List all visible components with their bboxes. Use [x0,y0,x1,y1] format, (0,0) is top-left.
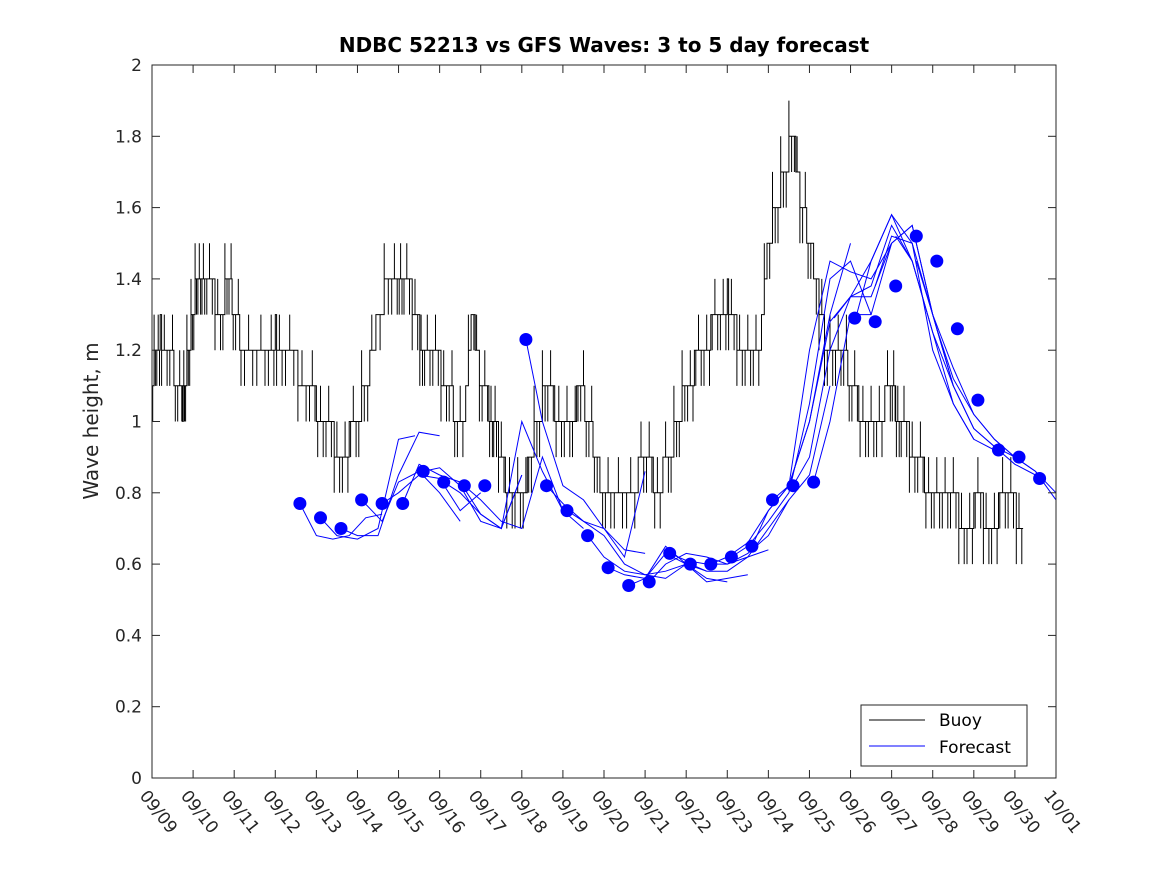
forecast-point [1012,450,1026,464]
forecast-line [546,485,646,554]
forecast-line [690,385,831,572]
forecast-point [930,254,944,268]
forecast-point [663,546,677,560]
y-axis: 0 0.2 0.4 0.6 0.8 1 1.2 1.4 1.6 1.8 2 [115,56,1056,789]
forecast-line [813,224,954,483]
y-tick-label: 1 [131,413,142,433]
legend-box [860,704,1028,767]
forecast-markers [293,229,1047,592]
buoy-series [152,100,1024,565]
y-tick-label: 0.8 [115,484,142,504]
y-tick-label: 2 [131,56,142,76]
forecast-point [683,557,697,571]
chart-title: NDBC 52213 vs GFS Waves: 3 to 5 day fore… [339,33,870,57]
forecast-point [786,479,800,493]
forecast-line [751,243,893,547]
forecast-line [607,545,728,583]
legend-forecast-label: Forecast [939,738,1011,758]
forecast-point [457,479,471,493]
forecast-point [416,464,430,478]
forecast-point [334,522,348,535]
forecast-line [833,213,975,440]
forecast-point [601,561,615,575]
forecast-point [396,497,410,510]
forecast-line [936,328,1057,501]
y-tick-label: 1.2 [115,341,142,361]
forecast-point [581,529,595,543]
forecast-point [848,311,862,325]
forecast-point [437,475,451,489]
y-tick-label: 0.2 [115,698,142,718]
y-tick-label: 1.4 [115,270,142,290]
forecast-point [766,493,779,507]
forecast-line [566,510,687,579]
forecast-point [478,479,492,493]
legend-buoy-label: Buoy [939,711,982,731]
forecast-point [909,229,923,243]
forecast-point [971,393,985,407]
forecast-point [889,279,903,293]
y-tick-label: 1.6 [115,199,142,219]
forecast-point [642,575,656,589]
forecast-point [293,497,307,510]
y-tick-label: 0.6 [115,555,142,575]
y-tick-label: 0.4 [115,626,142,646]
forecast-point [519,333,533,346]
forecast-point [540,479,553,493]
forecast-point [807,475,821,489]
forecast-line [772,224,913,501]
forecast-point [724,550,738,564]
forecast-point [1033,472,1047,485]
buoy-line [152,100,1024,565]
y-axis-label: Wave height, m [79,342,103,499]
forecast-line [320,435,416,540]
y-tick-label: 0 [131,769,142,789]
forecast-point [950,322,964,336]
forecast-line [299,503,383,540]
forecast-point [704,557,718,571]
legend: Buoy Forecast [860,704,1028,767]
forecast-point [745,539,759,553]
forecast-point [375,497,389,510]
forecast-line [381,474,482,512]
forecast-point [560,504,574,518]
forecast-point [314,511,327,525]
forecast-point [868,315,882,329]
forecast-line [525,339,646,559]
y-tick-label: 1.8 [115,127,142,147]
forecast-point [622,579,636,592]
forecast-point [992,443,1005,457]
forecast-line [443,419,564,530]
forecast-line [361,470,461,523]
forecast-point [355,493,369,507]
forecast-line [895,235,1036,476]
